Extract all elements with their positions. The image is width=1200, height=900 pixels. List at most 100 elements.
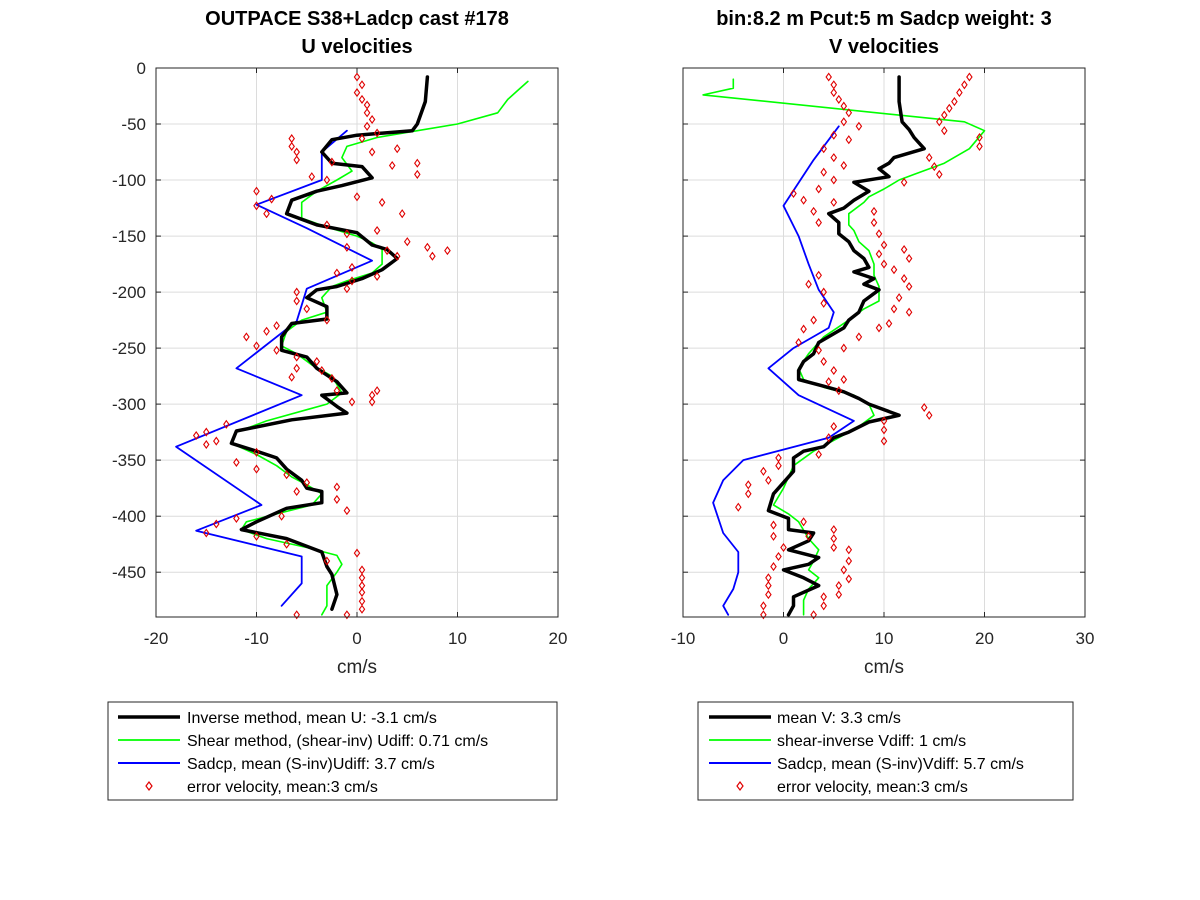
v-error-velocity-point: [845, 135, 853, 145]
v-error-velocity-point: [825, 433, 832, 443]
v-error-velocity-point: [820, 287, 827, 297]
u-error-velocity-point: [414, 169, 421, 179]
u-error-velocity-point: [358, 80, 366, 90]
v-error-velocity-point: [845, 108, 853, 118]
u-error-velocity-point: [398, 209, 406, 219]
v-error-velocity-point: [745, 480, 752, 490]
u-error-velocity-point: [253, 201, 260, 211]
u-error-velocity-point: [328, 373, 336, 383]
v-error-velocity-point: [830, 525, 838, 535]
u-error-velocity-point: [223, 419, 230, 429]
v-error-velocity-point: [810, 206, 817, 216]
u-y-tick-label: -150: [112, 227, 146, 246]
u-error-velocity-point: [288, 372, 295, 382]
v-error-velocity-point: [905, 307, 913, 317]
u-legend-box: [107, 701, 558, 801]
v-error-velocity-point: [870, 206, 878, 216]
v-error-velocity-point: [835, 581, 843, 591]
u-x-tick-label: 0: [352, 629, 361, 648]
u-y-tick-label: -100: [112, 171, 146, 190]
u-error-velocity-point: [358, 587, 366, 597]
u-error-velocity-point: [363, 121, 371, 131]
v-series: [702, 72, 986, 620]
u-legend: Inverse method, mean U: -3.1 cm/s Shear …: [107, 701, 558, 801]
u-error-velocity-point: [378, 197, 386, 207]
v-error-velocity-point: [815, 218, 822, 228]
u-y-tick-label: -50: [121, 115, 146, 134]
u-error-velocity-point: [323, 175, 331, 185]
u-error-velocity-point: [348, 397, 356, 407]
u-error-velocity-point: [283, 539, 290, 549]
v-legend-label-sadcp: Sadcp, mean (S-inv)Vdiff: 5.7 cm/s: [777, 756, 1024, 773]
v-ticks: -10 0 10 20 30: [671, 67, 1094, 648]
v-legend-swatch-error: [736, 781, 744, 791]
u-error-velocity-point: [424, 242, 431, 252]
u-error-velocity-point: [273, 345, 280, 355]
v-x-tick-label: 20: [975, 629, 994, 648]
u-error-velocity-point: [388, 160, 396, 171]
u-error-velocity-point: [373, 386, 381, 396]
v-error-velocity-point: [875, 229, 883, 239]
v-error-velocity-point: [765, 590, 772, 600]
u-error-velocity-point: [268, 194, 275, 204]
u-error-velocity-point: [373, 128, 381, 138]
u-error-velocity-point: [343, 284, 351, 294]
u-error-velocity-point: [373, 271, 381, 281]
u-error-velocity-point: [243, 332, 250, 342]
v-error-velocity-point: [840, 343, 848, 353]
v-error-velocity-point: [810, 315, 817, 325]
v-legend-label-shear: shear-inverse Vdiff: 1 cm/s: [777, 733, 966, 750]
v-error-velocity-point: [840, 374, 848, 385]
u-error-velocity-point: [358, 94, 366, 104]
v-error-velocity-point: [820, 167, 827, 177]
u-error-velocity-point: [313, 356, 321, 367]
v-sadcp-line: [712, 125, 855, 616]
v-error-velocity-point: [855, 332, 863, 342]
u-x-axis-label: cm/s: [337, 657, 377, 678]
v-error-velocity-point: [795, 337, 802, 348]
v-error-velocity-point: [835, 94, 843, 104]
v-error-velocity-point: [956, 88, 963, 98]
v-error-velocity-point: [870, 218, 878, 228]
v-error-velocity-point: [890, 265, 898, 275]
v-error-velocity-point: [840, 565, 848, 575]
u-x-tick-label: 20: [549, 629, 568, 648]
v-x-tick-label: -10: [671, 629, 696, 648]
u-error-velocity-point: [263, 326, 270, 336]
v-error-velocity-point: [830, 88, 838, 98]
u-error-velocity-point: [203, 439, 210, 450]
v-error-velocity-point: [820, 298, 827, 308]
u-y-tick-label: -250: [112, 339, 146, 358]
u-error-velocity-point: [343, 506, 351, 516]
v-error-velocity-point: [830, 175, 838, 185]
u-error-velocity-point: [368, 114, 376, 125]
v-error-velocity-point: [770, 520, 777, 530]
v-error-velocity-point: [745, 489, 752, 499]
v-error-velocity-point: [825, 72, 832, 82]
v-error-velocity-point: [775, 551, 782, 562]
u-error-velocity-point: [323, 220, 331, 230]
v-error-velocity-point: [925, 153, 933, 163]
u-error-velocity-point: [288, 141, 295, 151]
u-legend-label-shear: Shear method, (shear-inv) Udiff: 0.71 cm…: [187, 733, 488, 750]
u-error-velocity-point: [343, 229, 351, 239]
u-error-velocity-point: [293, 155, 300, 165]
u-error-velocity-point: [203, 528, 210, 538]
u-error-velocity-point: [278, 511, 285, 521]
v-error-velocity-point: [805, 531, 812, 541]
v-x-axis-label: cm/s: [864, 657, 904, 678]
u-error-velocity-point: [273, 321, 280, 331]
u-error-velocity-point: [353, 88, 361, 98]
u-error-velocity-point: [318, 365, 326, 376]
v-error-velocity-point: [976, 132, 983, 143]
v-x-tick-label: 10: [875, 629, 894, 648]
v-error-velocity-point: [845, 556, 853, 566]
u-legend-swatch-error: [145, 781, 153, 791]
u-error-velocity-point: [283, 470, 290, 480]
v-legend-label-mean: mean V: 3.3 cm/s: [777, 710, 901, 727]
v-error-velocity-point: [835, 386, 843, 396]
v-error-velocity-point: [770, 531, 777, 541]
u-y-tick-label: -300: [112, 395, 146, 414]
u-error-velocity-point: [363, 108, 371, 118]
u-velocity-panel: OUTPACE S38+Ladcp cast #178 U velocities…: [112, 8, 567, 678]
